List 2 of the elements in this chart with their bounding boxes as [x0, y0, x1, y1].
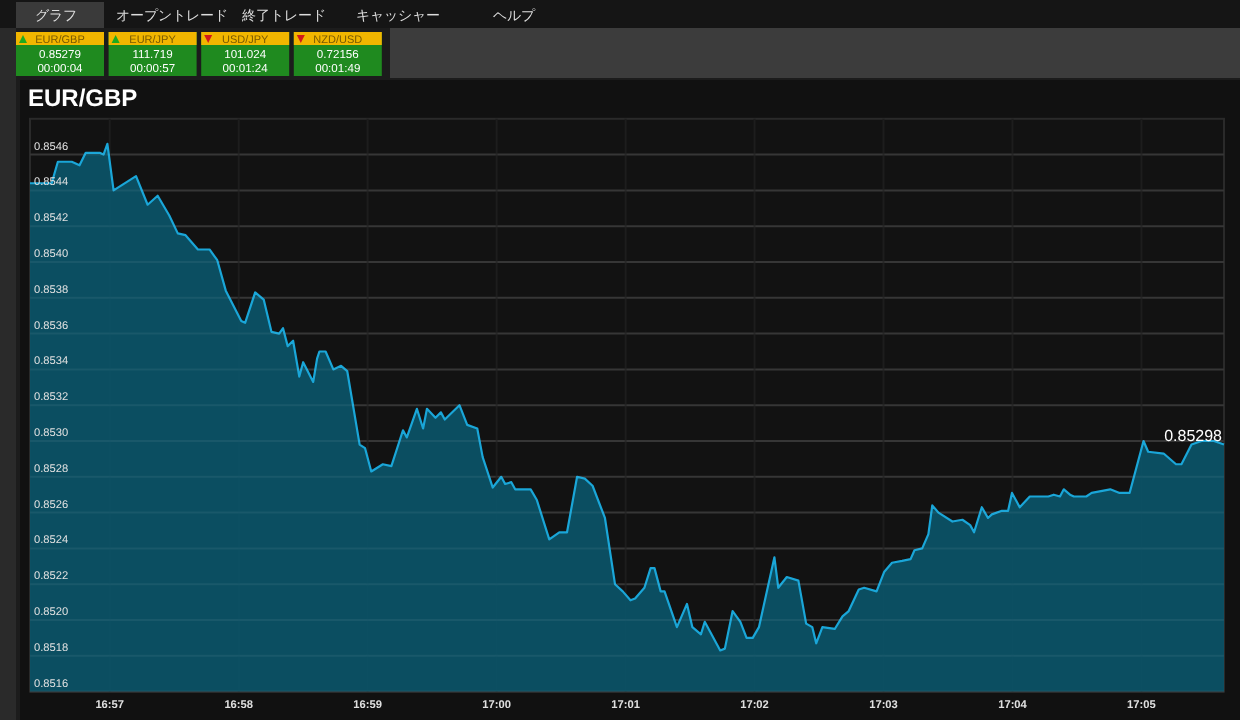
chart-title: EUR/GBP	[28, 84, 138, 112]
annotation: 0.85298	[1164, 426, 1224, 445]
